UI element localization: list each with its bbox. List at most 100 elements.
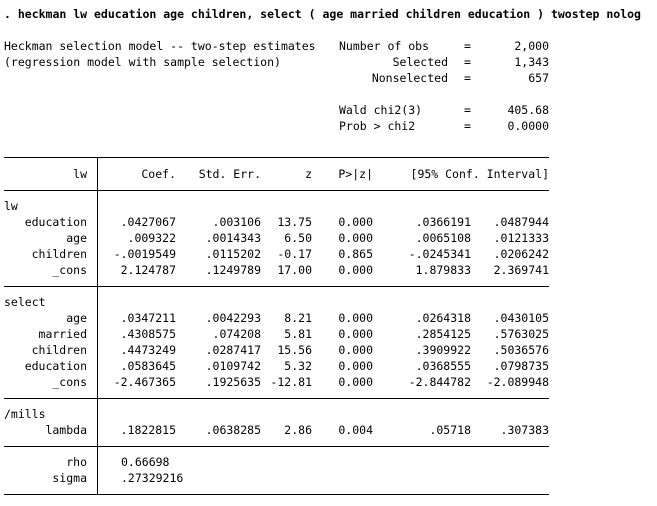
cell-hi: .5036576 [493, 343, 549, 357]
cell-z: 17.00 [277, 263, 312, 277]
model-title: Heckman selection model -- two-step esti… [4, 39, 316, 53]
cell-z: 8.21 [284, 311, 312, 325]
cell-z: -0.17 [277, 247, 312, 261]
table-bottom-rule [4, 494, 549, 495]
cell-coef: .4473249 [120, 343, 176, 357]
row-variable: education [24, 215, 87, 229]
column-header-ci: [95% Conf. Interval] [410, 167, 549, 181]
cell-z: 13.75 [277, 215, 312, 229]
cell-coef: .0427067 [120, 215, 176, 229]
row-variable: _cons [52, 375, 87, 389]
cell-se: .1925635 [205, 375, 261, 389]
cell-p: 0.000 [338, 343, 373, 357]
cell-se: .0042293 [205, 311, 261, 325]
cell-lo: .3909922 [415, 343, 471, 357]
cell-se: .0014343 [205, 231, 261, 245]
cell-coef: .0347211 [120, 311, 176, 325]
stat-label: Prob > chi2 [339, 119, 416, 133]
stat-value: 657 [528, 71, 549, 85]
stat-equals: = [464, 71, 471, 85]
cell-z: -12.81 [270, 375, 312, 389]
stat-equals: = [464, 39, 471, 53]
cell-coef: .009322 [127, 231, 176, 245]
cell-coef: 2.124787 [120, 263, 176, 277]
stat-label: Number of obs [339, 39, 430, 53]
row-variable: age [66, 311, 87, 325]
stat-value: 1,343 [514, 55, 549, 69]
table-column-divider [97, 157, 98, 494]
cell-lo: .2854125 [415, 327, 471, 341]
cell-lo: .0368555 [415, 359, 471, 373]
cell-z: 15.56 [277, 343, 312, 357]
cell-p: 0.000 [338, 263, 373, 277]
model-subtitle: (regression model with sample selection) [4, 55, 281, 69]
cell-coef: -2.467365 [113, 375, 176, 389]
cell-p: 0.865 [338, 247, 373, 261]
ancillary-value: 0.66698 [121, 455, 170, 469]
cell-lo: .0264318 [415, 311, 471, 325]
cell-hi: .0121333 [493, 231, 549, 245]
row-variable: lambda [45, 423, 87, 437]
cell-se: .0109742 [205, 359, 261, 373]
cell-z: 5.32 [284, 359, 312, 373]
cell-p: 0.000 [338, 359, 373, 373]
row-variable: children [31, 247, 87, 261]
cell-p: 0.000 [338, 311, 373, 325]
cell-p: 0.004 [338, 423, 373, 437]
stat-value: 0.0000 [507, 119, 549, 133]
row-variable: age [66, 231, 87, 245]
table-header-rule [4, 190, 549, 191]
cell-hi: .0206242 [493, 247, 549, 261]
cell-z: 2.86 [284, 423, 312, 437]
cell-lo: -.0245341 [408, 247, 471, 261]
cell-se: .074208 [212, 327, 261, 341]
cell-hi: -2.089948 [486, 375, 549, 389]
table-top-rule [4, 157, 549, 158]
cell-se: .0638285 [205, 423, 261, 437]
cell-se: .003106 [212, 215, 261, 229]
cell-coef: .0583645 [120, 359, 176, 373]
row-variable: children [31, 343, 87, 357]
equation-separator [4, 286, 549, 287]
cell-lo: .0065108 [415, 231, 471, 245]
cell-coef: -.0019549 [113, 247, 176, 261]
column-header-z: z [305, 167, 312, 181]
ancillary-variable: rho [66, 455, 87, 469]
column-header-depvar: lw [73, 167, 87, 181]
cell-se: .0287417 [205, 343, 261, 357]
cell-lo: .05718 [429, 423, 471, 437]
cell-hi: .0487944 [493, 215, 549, 229]
stat-equals: = [464, 119, 471, 133]
equation-name: /mills [4, 407, 46, 421]
cell-z: 6.50 [284, 231, 312, 245]
stat-label: Wald chi2(3) [339, 103, 423, 117]
cell-hi: .0798735 [493, 359, 549, 373]
column-header-coef: Coef. [141, 167, 176, 181]
stat-equals: = [464, 55, 471, 69]
stat-value: 2,000 [514, 39, 549, 53]
cell-lo: -2.844782 [408, 375, 471, 389]
command-line: . heckman lw education age children, sel… [4, 7, 641, 21]
stat-equals: = [464, 103, 471, 117]
row-variable: education [24, 359, 87, 373]
equation-separator [4, 398, 549, 399]
cell-hi: .307383 [500, 423, 549, 437]
cell-hi: 2.369741 [493, 263, 549, 277]
row-variable: _cons [52, 263, 87, 277]
row-variable: married [38, 327, 87, 341]
stat-value: 405.68 [507, 103, 549, 117]
equation-name: lw [4, 199, 18, 213]
cell-z: 5.81 [284, 327, 312, 341]
equation-separator [4, 446, 549, 447]
cell-se: .1249789 [205, 263, 261, 277]
cell-p: 0.000 [338, 375, 373, 389]
cell-hi: .5763025 [493, 327, 549, 341]
column-header-se: Std. Err. [198, 167, 261, 181]
cell-se: .0115202 [205, 247, 261, 261]
equation-name: select [4, 295, 46, 309]
column-header-p: P>|z| [338, 167, 373, 181]
ancillary-value: .27329216 [121, 471, 184, 485]
stat-label: Nonselected [371, 71, 448, 85]
stat-label: Selected [392, 55, 448, 69]
cell-lo: 1.879833 [415, 263, 471, 277]
